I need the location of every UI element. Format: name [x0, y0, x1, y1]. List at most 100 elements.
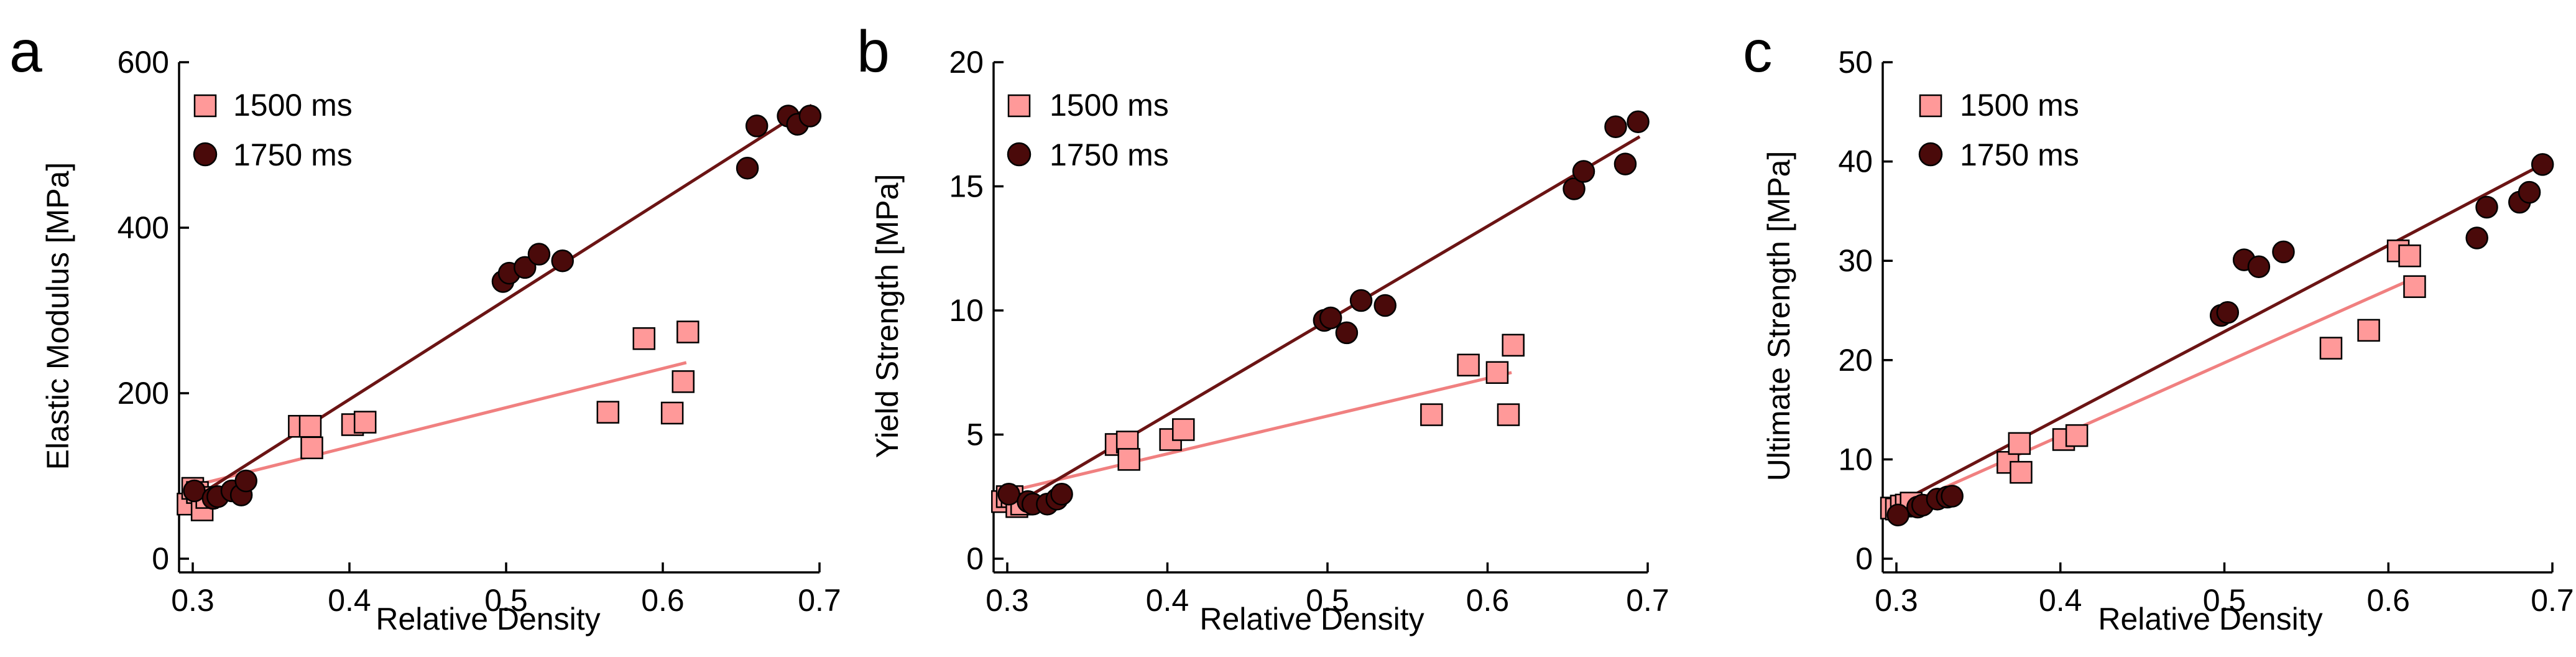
y-tick-label: 5 [966, 417, 984, 452]
data-point-1750 [1604, 115, 1627, 138]
x-tick-label: 0.3 [171, 583, 215, 618]
y-tick-label: 400 [118, 210, 169, 245]
data-point-1500 [2010, 460, 2033, 484]
data-point-1750 [1613, 152, 1637, 175]
data-point-1500 [298, 414, 322, 438]
x-axis-title: Relative Density [2098, 602, 2322, 636]
y-tick-label: 20 [949, 45, 984, 80]
data-point-1750 [551, 249, 574, 273]
panel-c: c Ultimate Strength [MPa] Relative Densi… [1743, 19, 2574, 636]
data-point-1750 [736, 156, 759, 180]
x-tick-label: 0.4 [328, 583, 371, 618]
data-point-1500 [1420, 403, 1443, 426]
x-tick-label: 0.3 [986, 583, 1029, 618]
x-tick-label: 0.4 [1146, 583, 1189, 618]
data-point-1750 [1941, 485, 1964, 508]
data-point-1750 [2475, 195, 2498, 219]
y-tick-label: 10 [1838, 442, 1873, 477]
data-point-1750 [1349, 289, 1373, 312]
data-point-1750 [2216, 301, 2240, 324]
data-point-1750 [1050, 483, 1073, 506]
y-axis-title: Elastic Modulus [MPa] [40, 162, 75, 470]
data-point-1750 [183, 479, 206, 503]
data-point-1500 [2319, 337, 2343, 360]
data-point-1750 [1373, 294, 1396, 317]
panel-label: a [9, 19, 42, 85]
x-tick-label: 0.5 [1306, 583, 1349, 618]
legend-marker-1750 [193, 142, 218, 167]
x-tick-label: 0.3 [1875, 583, 1918, 618]
data-point-1500 [1457, 353, 1480, 377]
data-point-1750 [2465, 226, 2488, 249]
panel-label: c [1743, 19, 1773, 85]
data-point-1500 [1502, 333, 1525, 357]
data-point-1750 [1886, 503, 1909, 527]
legend-marker-1750 [1918, 142, 1943, 167]
data-point-1750 [798, 105, 822, 128]
y-tick-label: 50 [1838, 45, 1873, 80]
x-tick-label: 0.7 [798, 583, 841, 618]
panel-a: a Elastic Modulus [MPa] Relative Density… [9, 19, 841, 636]
x-tick-label: 0.6 [2366, 583, 2410, 618]
data-point-1750 [2272, 240, 2295, 264]
data-point-1500 [2065, 424, 2089, 447]
fit-line-1500 [1007, 371, 1512, 493]
legend-marker-1500 [193, 94, 217, 118]
y-tick-label: 0 [966, 541, 984, 576]
data-point-1750 [2247, 255, 2271, 279]
y-tick-label: 0 [152, 541, 169, 576]
y-axis-title: Ultimate Strength [MPa] [1761, 151, 1796, 482]
legend-label-1500: 1500 ms [1050, 88, 1169, 123]
data-point-1750 [513, 256, 537, 279]
data-point-1750 [745, 114, 769, 137]
legend-marker-1500 [1919, 94, 1942, 118]
fit-line-1500 [192, 361, 687, 488]
data-point-1500 [2357, 319, 2380, 342]
data-point-1750 [1572, 160, 1595, 183]
data-point-1750 [1319, 306, 1342, 330]
data-point-1500 [1117, 448, 1140, 471]
y-tick-label: 10 [949, 293, 984, 328]
data-point-1500 [1497, 403, 1520, 426]
data-point-1750 [997, 483, 1020, 506]
legend-label-1750: 1750 ms [233, 137, 353, 172]
plot-area: 0 10 20 30 40 50 0.3 0.4 0.5 0.6 0.7 [1838, 45, 2574, 618]
legend: 1500 ms 1750 ms [1007, 88, 1169, 172]
y-tick-label: 600 [118, 45, 169, 80]
x-axis-title: Relative Density [1199, 602, 1424, 636]
y-tick-label: 0 [1855, 541, 1873, 576]
legend-marker-1500 [1007, 94, 1031, 118]
fit-line-1750 [1895, 162, 2545, 506]
data-point-1750 [1563, 177, 1586, 200]
legend-label-1500: 1500 ms [1960, 88, 2079, 123]
data-point-1500 [300, 436, 323, 460]
fit-line-1500 [1895, 277, 2414, 511]
y-tick-label: 15 [949, 169, 984, 204]
data-point-1750 [2531, 153, 2554, 176]
data-point-1750 [1335, 321, 1359, 345]
data-point-1500 [2398, 244, 2421, 268]
data-point-1500 [632, 327, 656, 350]
x-tick-label: 0.5 [484, 583, 528, 618]
panel-label: b [857, 19, 890, 85]
x-tick-label: 0.6 [641, 583, 685, 618]
data-point-1500 [672, 370, 695, 393]
x-tick-label: 0.4 [2039, 583, 2082, 618]
data-point-1750 [1627, 110, 1650, 134]
y-tick-label: 40 [1838, 144, 1873, 179]
data-point-1500 [1172, 418, 1195, 441]
x-tick-label: 0.7 [2531, 583, 2574, 618]
y-tick-label: 200 [118, 376, 169, 411]
data-point-1500 [676, 320, 699, 343]
data-point-1500 [596, 401, 620, 424]
data-point-1750 [2518, 180, 2541, 204]
data-point-1750 [527, 243, 551, 266]
data-point-1500 [2008, 432, 2031, 455]
x-tick-label: 0.6 [1466, 583, 1510, 618]
plot-area: 0 5 10 15 20 0.3 0.4 0.5 0.6 0.7 [949, 45, 1669, 618]
legend-label-1500: 1500 ms [233, 88, 353, 123]
y-tick-label: 20 [1838, 343, 1873, 378]
legend-marker-1750 [1007, 142, 1032, 167]
data-point-1750 [234, 469, 257, 493]
